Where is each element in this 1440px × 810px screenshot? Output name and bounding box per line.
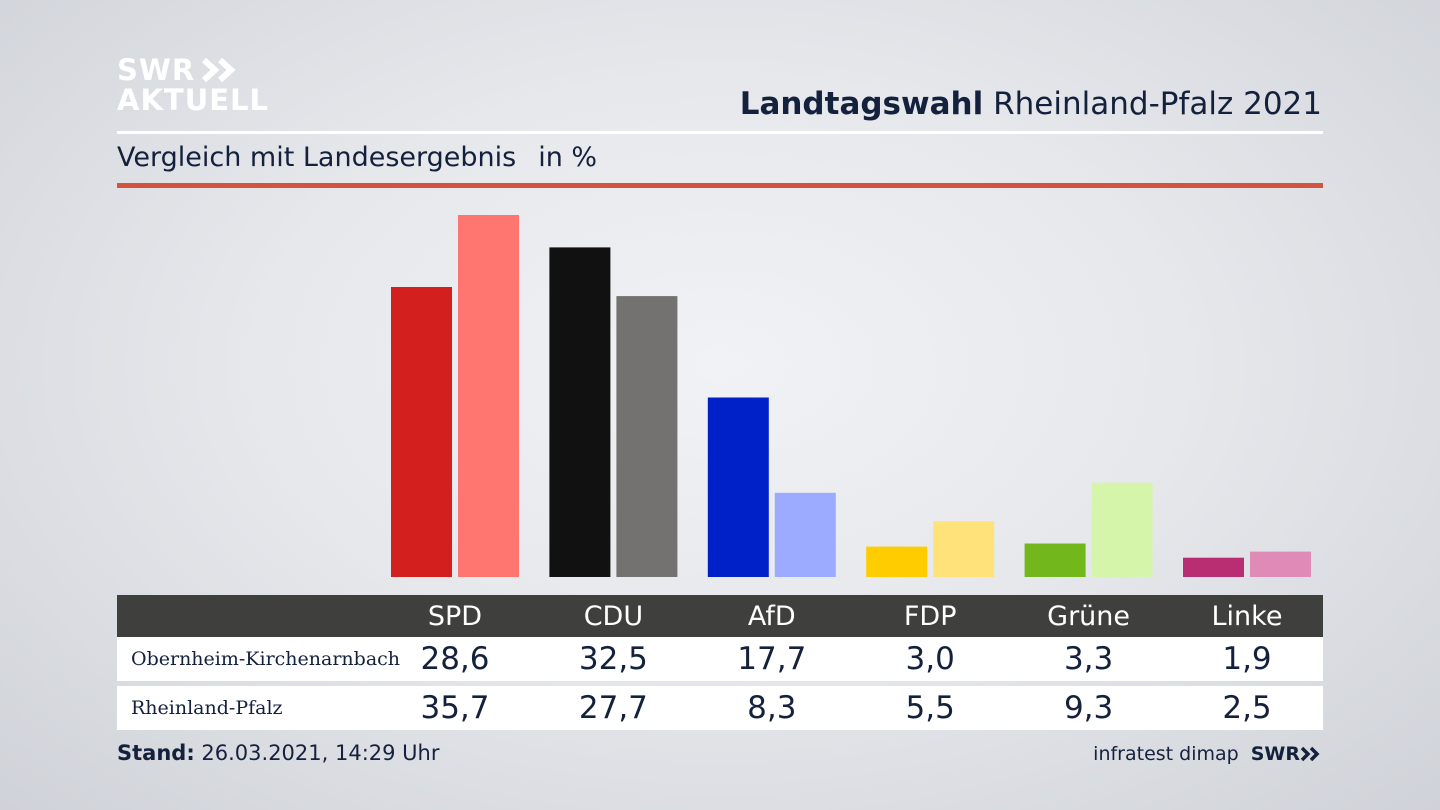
source-text: infratest dimap xyxy=(1093,743,1239,765)
bar-spd-local xyxy=(391,287,452,577)
stand-label: Stand: xyxy=(117,741,195,765)
table-row: Rheinland-Pfalz 35,7 27,7 8,3 5,5 9,3 2,5 xyxy=(117,686,1323,730)
accent-divider xyxy=(117,183,1323,188)
bar-cdu-local xyxy=(549,247,611,577)
bar-afd-state xyxy=(774,492,836,577)
unit-label: in % xyxy=(538,142,598,173)
table-cell: 2,5 xyxy=(1222,690,1272,726)
table-cell: 3,3 xyxy=(1063,641,1114,677)
bar-fdp-state xyxy=(933,521,995,577)
column-header: SPD xyxy=(427,600,483,632)
bar-grne-local xyxy=(1024,543,1086,577)
header-divider xyxy=(117,131,1323,134)
source-credit: infratest dimap SWR xyxy=(1093,743,1322,765)
column-header: FDP xyxy=(903,600,957,632)
row-label: Obernheim-Kirchenarnbach xyxy=(131,648,401,670)
stand-value: 26.03.2021, 14:29 Uhr xyxy=(194,741,440,765)
swr-aktuell-logo: SWR AKTUELL xyxy=(117,55,269,115)
title-rest: Rheinland-Pfalz 2021 xyxy=(983,86,1322,122)
table-cell: 1,9 xyxy=(1222,641,1272,677)
bar-spd-state xyxy=(458,215,519,577)
page-title: Landtagswahl Rheinland-Pfalz 2021 xyxy=(740,86,1322,122)
chart-subtitle: Vergleich mit Landesergebnis in % xyxy=(117,142,597,173)
column-header: Linke xyxy=(1211,600,1283,632)
footer-swr-logo: SWR xyxy=(1251,743,1322,765)
subtitle-text: Vergleich mit Landesergebnis xyxy=(117,142,517,173)
table-cell: 35,7 xyxy=(420,690,490,726)
table-cell: 17,7 xyxy=(737,641,807,677)
bar-afd-local xyxy=(707,397,769,577)
table-header: SPD CDU AfD FDP Grüne Linke xyxy=(117,595,1323,637)
column-header: AfD xyxy=(747,600,796,632)
column-header: CDU xyxy=(583,600,644,632)
bar-linke-state xyxy=(1250,551,1311,577)
row-label: Rheinland-Pfalz xyxy=(131,697,283,719)
table-row: Obernheim-Kirchenarnbach 28,6 32,5 17,7 3,0… xyxy=(117,637,1323,681)
table-cell: 5,5 xyxy=(905,690,955,726)
logo-aktuell-text: AKTUELL xyxy=(117,83,270,117)
results-table: SPD CDU AfD FDP Grüne Linke Obernheim-Kirchen… xyxy=(117,595,1323,730)
bar-fdp-local xyxy=(866,546,928,577)
double-chevron-icon xyxy=(1300,746,1320,762)
bar-linke-local xyxy=(1183,557,1244,577)
table-cell: 8,3 xyxy=(747,690,797,726)
table-cell: 32,5 xyxy=(578,641,648,677)
timestamp: Stand: 26.03.2021, 14:29 Uhr xyxy=(117,741,440,765)
column-header: Grüne xyxy=(1047,600,1131,632)
title-bold: Landtagswahl xyxy=(739,86,984,122)
bar-cdu-state xyxy=(616,296,678,577)
footer-swr-text: SWR xyxy=(1250,743,1300,765)
table-cell: 28,6 xyxy=(420,641,490,677)
logo-swr-text: SWR xyxy=(117,53,196,87)
table-cell: 3,0 xyxy=(905,641,955,677)
table-cell: 9,3 xyxy=(1063,690,1114,726)
double-chevron-icon xyxy=(202,57,236,83)
bar-grne-state xyxy=(1091,482,1153,577)
table-cell: 27,7 xyxy=(578,690,648,726)
